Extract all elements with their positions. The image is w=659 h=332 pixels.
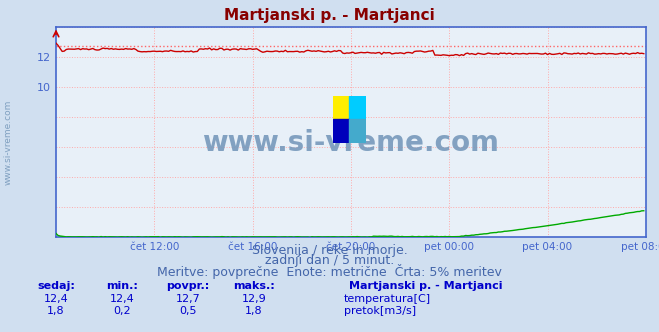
Text: Martjanski p. - Martjanci: Martjanski p. - Martjanci <box>349 281 503 290</box>
Text: 12,4: 12,4 <box>109 294 134 304</box>
Text: Meritve: povprečne  Enote: metrične  Črta: 5% meritev: Meritve: povprečne Enote: metrične Črta:… <box>157 264 502 279</box>
Text: www.si-vreme.com: www.si-vreme.com <box>202 128 500 156</box>
Text: povpr.:: povpr.: <box>166 281 210 290</box>
Text: 1,8: 1,8 <box>245 306 262 316</box>
Text: zadnji dan / 5 minut.: zadnji dan / 5 minut. <box>265 254 394 267</box>
Text: 12,9: 12,9 <box>241 294 266 304</box>
Text: www.si-vreme.com: www.si-vreme.com <box>3 100 13 186</box>
Text: min.:: min.: <box>106 281 138 290</box>
Text: 0,5: 0,5 <box>179 306 196 316</box>
Text: 12,7: 12,7 <box>175 294 200 304</box>
Text: pretok[m3/s]: pretok[m3/s] <box>344 306 416 316</box>
Text: sedaj:: sedaj: <box>37 281 75 290</box>
Text: 12,4: 12,4 <box>43 294 69 304</box>
Text: temperatura[C]: temperatura[C] <box>344 294 431 304</box>
Text: Martjanski p. - Martjanci: Martjanski p. - Martjanci <box>224 8 435 23</box>
Text: 0,2: 0,2 <box>113 306 130 316</box>
Text: Slovenija / reke in morje.: Slovenija / reke in morje. <box>252 244 407 257</box>
Text: maks.:: maks.: <box>233 281 275 290</box>
Text: 1,8: 1,8 <box>47 306 65 316</box>
